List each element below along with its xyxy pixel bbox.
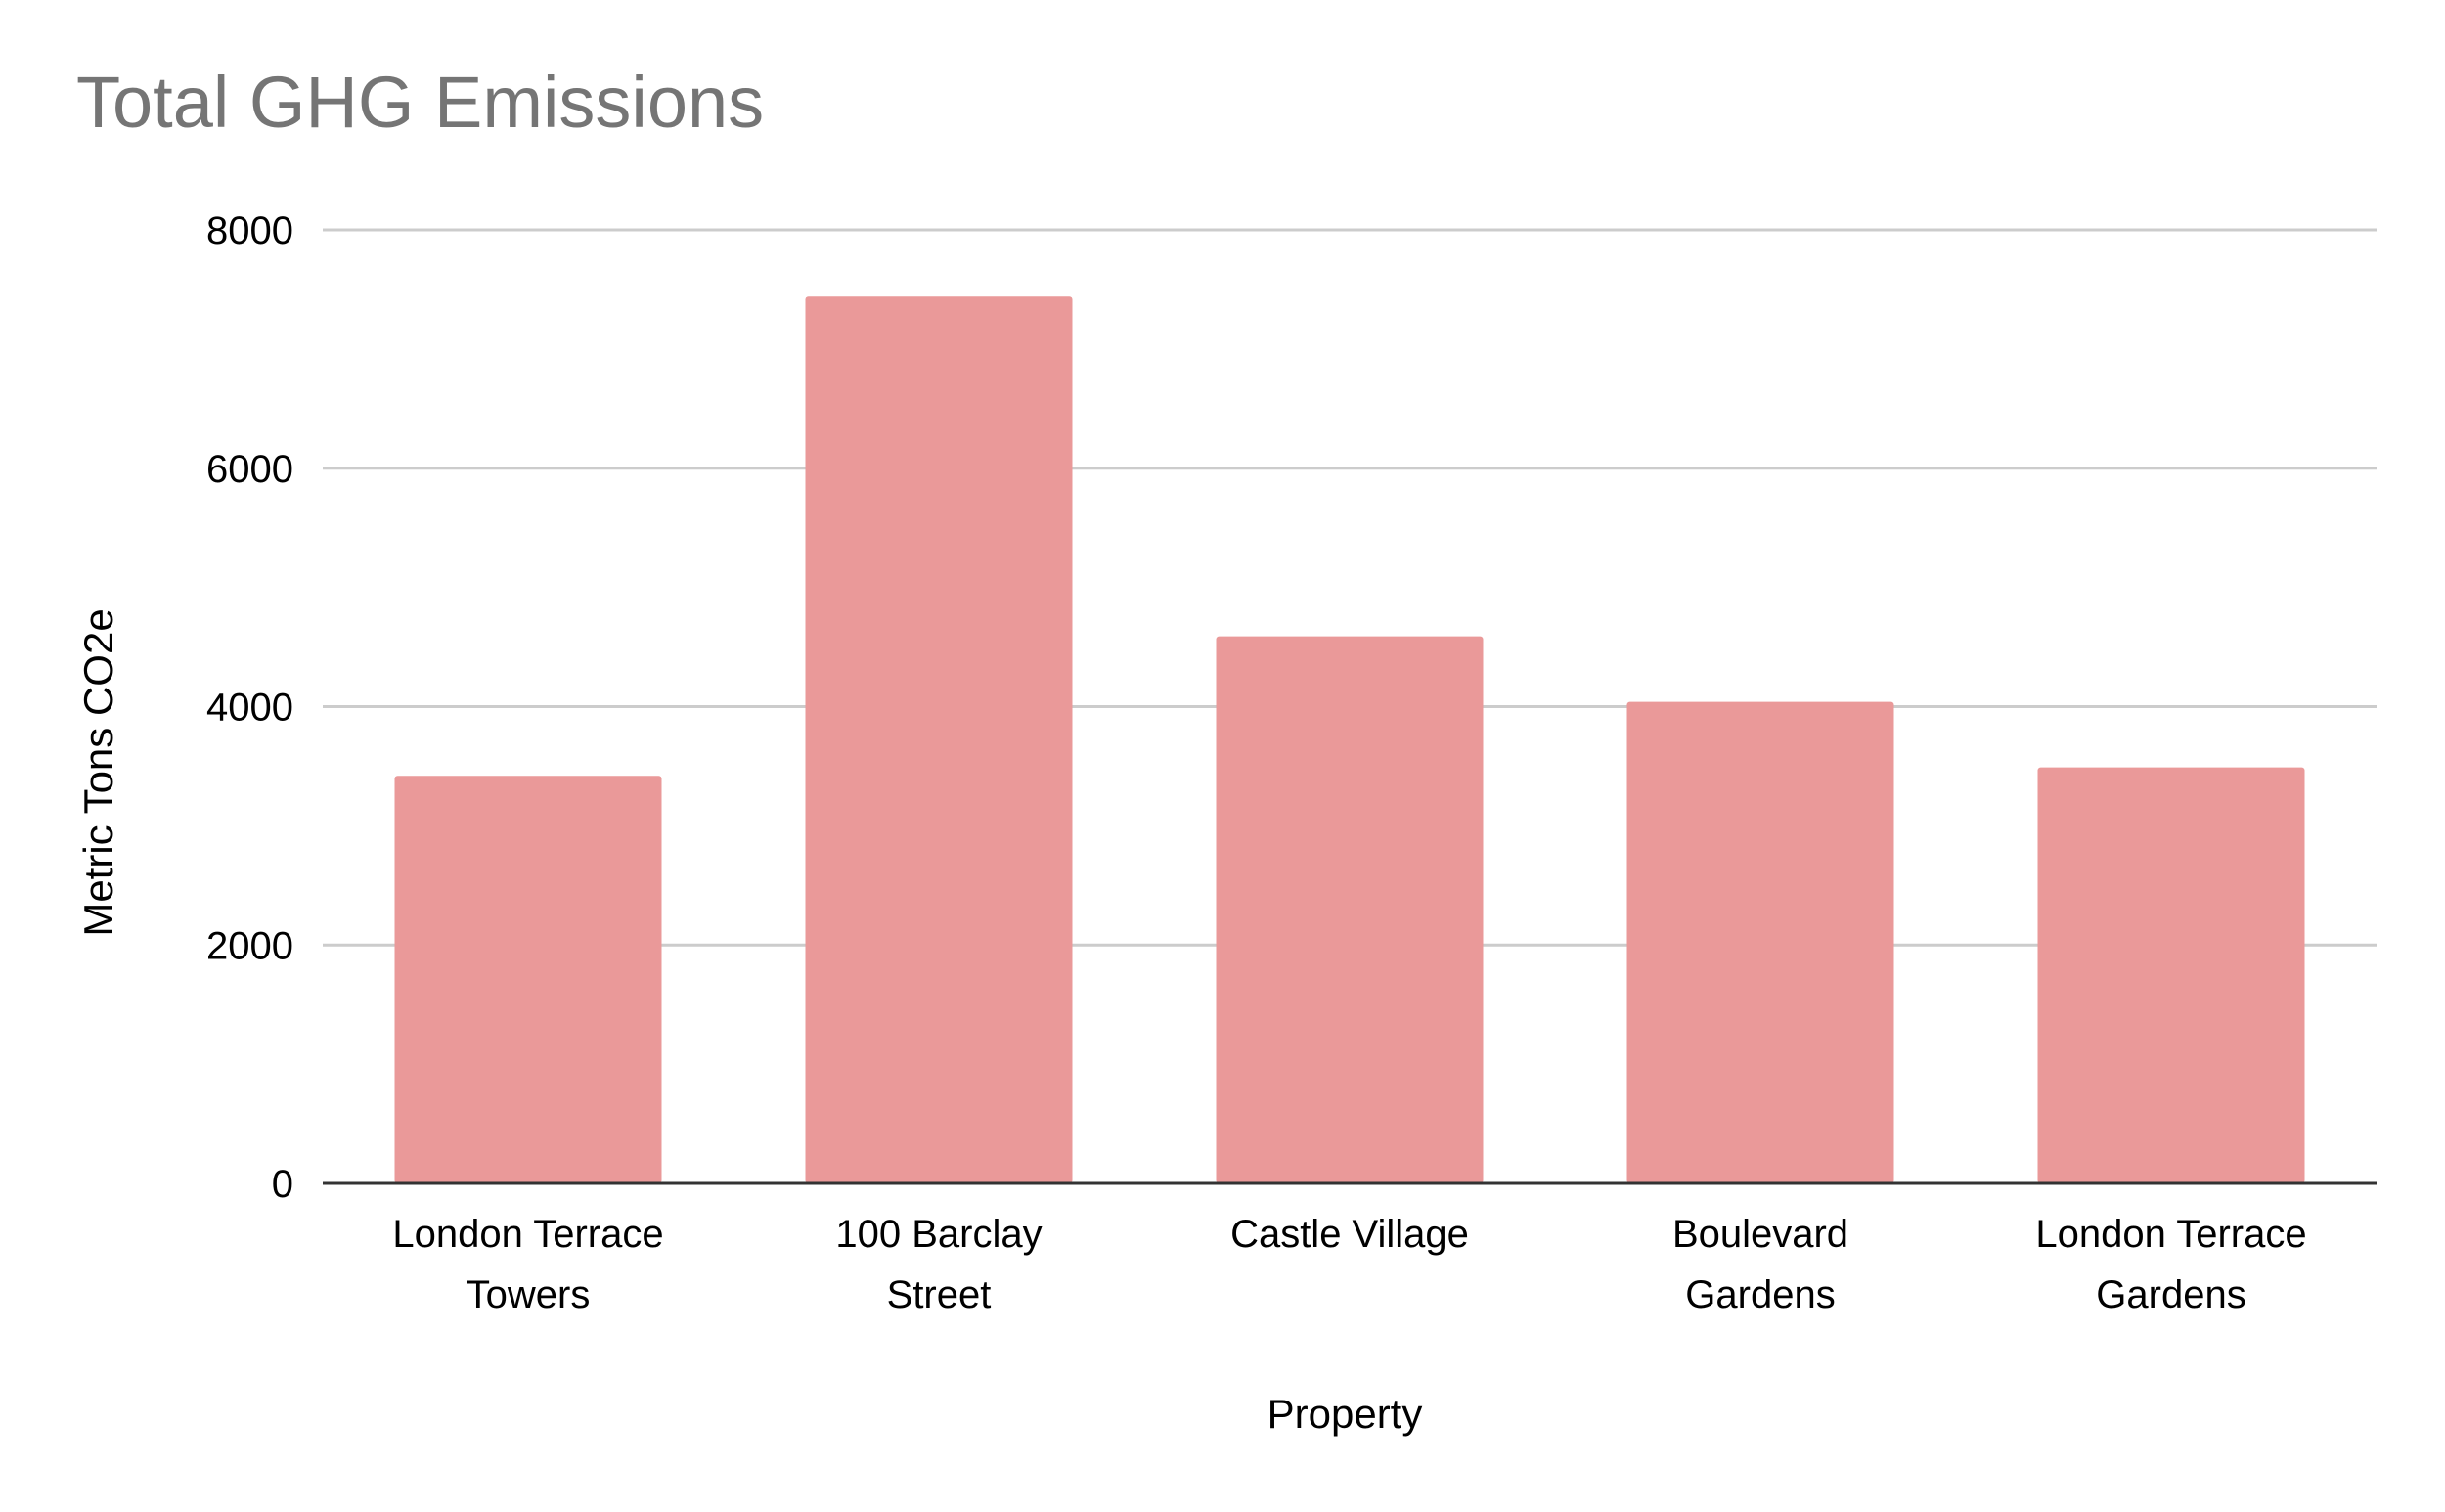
x-tick-label-line: Castle Village (1230, 1213, 1469, 1256)
x-tick-label: 100 Barclay Street (835, 1213, 1042, 1316)
x-tick-label-line: Boulevard (1672, 1213, 1848, 1256)
chart-title: Total GHG Emissions (76, 62, 765, 143)
x-tick-label-line: 100 Barclay (835, 1213, 1042, 1256)
x-tick-label-line: London Terrace (392, 1213, 663, 1256)
x-tick-labels: London Terrace Towers 100 Barclay Street Cas… (392, 1213, 2306, 1316)
bar (805, 296, 1073, 1183)
x-tick-label-line: London Terrace (2035, 1213, 2306, 1256)
y-tick-label: 8000 (206, 209, 293, 252)
y-tick-label: 6000 (206, 448, 293, 491)
y-tick-label: 2000 (206, 924, 293, 967)
x-tick-label: London Terrace Towers (392, 1213, 663, 1316)
y-tick-labels: 0 2000 4000 6000 8000 (206, 209, 293, 1206)
y-tick-label: 4000 (206, 687, 293, 730)
x-axis-title: Property (1267, 1391, 1423, 1437)
x-tick-label-line: Street (887, 1273, 992, 1316)
x-tick-label: London Terrace Gardens (2035, 1213, 2306, 1316)
y-axis-title: Metric Tons CO2e (75, 608, 121, 936)
bar (394, 776, 662, 1183)
bar (1216, 636, 1484, 1183)
x-tick-label: Boulevard Gardens (1672, 1213, 1848, 1316)
x-tick-label-line: Towers (467, 1273, 591, 1316)
bars (394, 296, 2305, 1183)
bar (1626, 701, 1894, 1183)
x-tick-label: Castle Village (1230, 1213, 1469, 1256)
y-tick-label: 0 (272, 1163, 293, 1206)
x-tick-label-line: Gardens (1685, 1273, 1835, 1316)
x-tick-label-line: Gardens (2096, 1273, 2245, 1316)
bar (2037, 767, 2305, 1183)
